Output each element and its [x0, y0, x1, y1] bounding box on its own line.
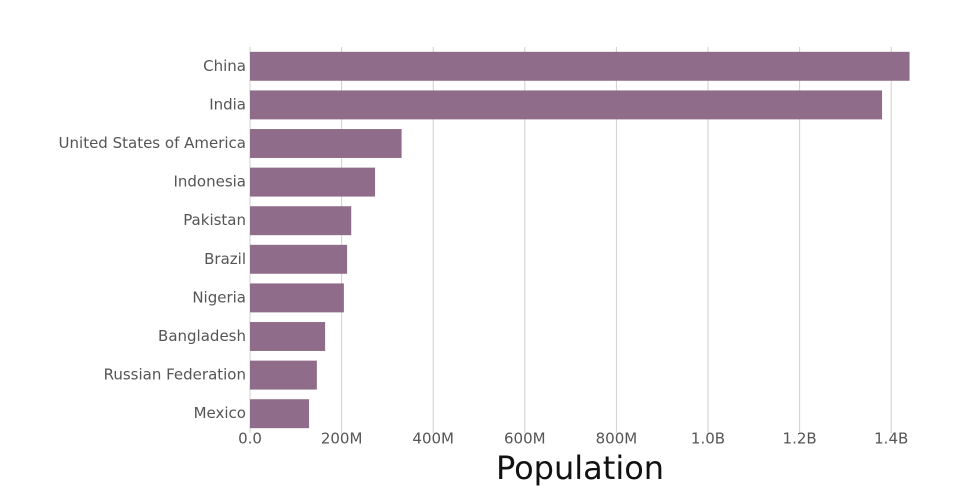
x-tick-label: 0.0: [238, 430, 262, 448]
bar: [250, 206, 352, 236]
y-tick-label: Pakistan: [183, 211, 246, 229]
x-tick-label: 800M: [596, 430, 638, 448]
x-tick-label: 1.0B: [691, 430, 725, 448]
bar: [250, 167, 376, 197]
bar: [250, 244, 348, 274]
bar: [250, 51, 910, 81]
y-tick-label: United States of America: [59, 134, 246, 152]
x-tick-label: 600M: [504, 430, 546, 448]
y-tick-label: Brazil: [204, 250, 246, 268]
y-tick-label: India: [209, 95, 246, 113]
bar: [250, 129, 402, 158]
y-tick-label: Bangladesh: [158, 327, 246, 345]
bar: [250, 90, 883, 120]
x-tick-label: 200M: [321, 430, 363, 448]
y-tick-label: China: [203, 57, 246, 75]
bar: [250, 399, 310, 429]
y-tick-label: Russian Federation: [104, 366, 246, 384]
x-axis-title: Population: [496, 449, 664, 487]
x-tick-label: 400M: [412, 430, 454, 448]
bar: [250, 360, 317, 390]
x-tick-label: 1.2B: [783, 430, 817, 448]
bar: [250, 322, 326, 351]
bar: [250, 283, 344, 313]
x-tick-label: 1.4B: [874, 430, 908, 448]
y-tick-label: Mexico: [194, 404, 246, 422]
y-tick-label: Nigeria: [192, 288, 246, 306]
y-tick-label: Indonesia: [173, 173, 246, 191]
